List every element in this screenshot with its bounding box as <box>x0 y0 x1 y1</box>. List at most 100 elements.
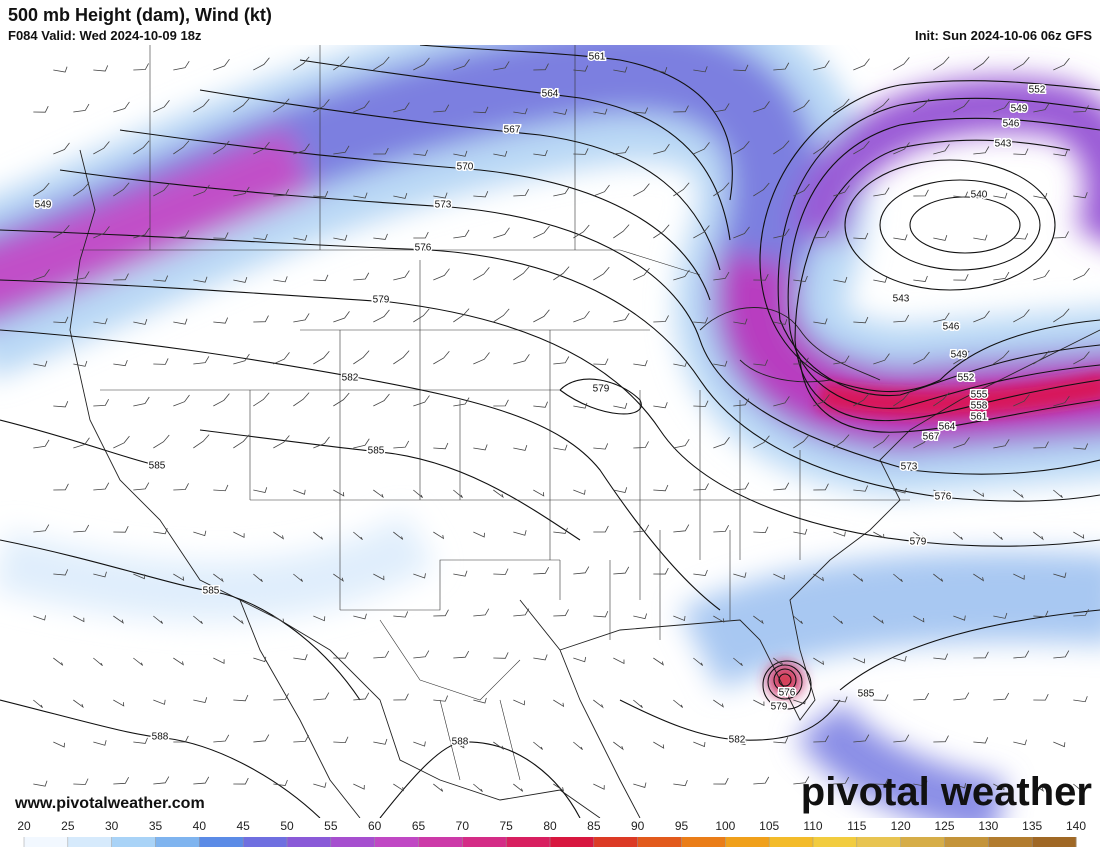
wind-barb <box>433 104 450 113</box>
wind-barb <box>1033 192 1048 199</box>
colorbar-segment <box>681 837 726 847</box>
wind-barb <box>713 182 730 197</box>
wind-barb <box>333 573 344 582</box>
wind-barb <box>553 783 564 792</box>
colorbar-tick-label: 135 <box>1022 819 1042 833</box>
wind-barb <box>453 308 470 323</box>
wind-barb <box>833 276 848 283</box>
wind-barb <box>273 693 289 701</box>
wind-barb <box>453 59 470 71</box>
wind-barb <box>373 56 390 71</box>
wind-barb <box>353 613 367 620</box>
wind-barb <box>133 737 148 744</box>
wind-barb <box>893 734 910 743</box>
colorbar-tick-label: 65 <box>412 819 426 833</box>
wind-barb <box>773 482 790 491</box>
wind-barb <box>873 353 890 365</box>
wind-barb <box>653 402 668 409</box>
wind-barb <box>733 657 743 667</box>
wind-barb <box>773 396 790 407</box>
wind-barb <box>73 360 88 367</box>
wind-barb <box>673 524 690 533</box>
wind-barb <box>393 783 404 792</box>
wind-barb <box>973 737 989 744</box>
wind-barb <box>53 569 69 576</box>
wind-barb <box>593 184 610 197</box>
wind-barb <box>773 737 789 744</box>
wind-barb <box>873 98 890 113</box>
wind-barb <box>693 317 709 324</box>
wind-barb <box>33 524 50 533</box>
colorbar-segment <box>462 837 507 847</box>
wind-barb <box>193 776 210 785</box>
wind-barb <box>173 573 185 581</box>
wind-barb <box>473 191 489 198</box>
wind-barb <box>1013 739 1027 746</box>
wind-barb <box>893 655 907 662</box>
contour-label: 549 <box>951 350 968 361</box>
wind-barb <box>133 318 148 325</box>
colorbar-segment <box>506 837 551 847</box>
wind-barb <box>773 318 788 325</box>
wind-barb <box>393 102 410 113</box>
wind-barb <box>693 142 710 155</box>
colorbar-tick-label: 80 <box>543 819 557 833</box>
wind-barb <box>513 188 529 197</box>
contour-label: 585 <box>203 586 220 597</box>
wind-barb <box>353 100 370 113</box>
wind-barb <box>453 397 470 407</box>
colorbar-tick-label: 95 <box>675 819 689 833</box>
wind-barb <box>853 657 866 664</box>
wind-barb <box>193 697 208 703</box>
wind-barb <box>433 695 449 702</box>
wind-barb <box>653 741 665 749</box>
wind-barb <box>33 269 50 281</box>
wind-barb <box>113 699 125 707</box>
colorbar-tick-label: 100 <box>715 819 735 833</box>
wind-barb <box>853 573 864 582</box>
wind-barb <box>313 274 329 282</box>
colorbar-tick-label: 115 <box>847 819 866 833</box>
wind-barb <box>333 145 350 155</box>
wind-barb <box>873 531 885 539</box>
title: 500 mb Height (dam), Wind (kt) <box>8 5 272 25</box>
wind-barb <box>173 394 190 407</box>
wind-barb <box>73 271 90 281</box>
wind-barb <box>573 402 588 409</box>
wind-barb <box>313 782 327 788</box>
wind-barb <box>553 266 570 281</box>
wind-barb <box>753 776 770 785</box>
wind-barb <box>813 230 830 239</box>
wind-barb <box>473 267 490 281</box>
wind-barb <box>113 182 130 197</box>
wind-barb <box>673 615 686 622</box>
wind-barb <box>993 100 1010 113</box>
wind-barb <box>273 276 288 283</box>
wind-barb <box>733 64 749 72</box>
wind-barb <box>813 318 828 325</box>
wind-barb <box>953 350 970 365</box>
wind-barb <box>953 531 963 540</box>
wind-barb <box>993 350 1010 365</box>
wind-barb <box>533 489 545 497</box>
wind-barb <box>153 615 163 624</box>
wind-barb <box>433 609 449 617</box>
wind-barb <box>553 699 565 708</box>
contour-label: 588 <box>452 737 469 748</box>
wind-barb <box>793 698 807 705</box>
wind-barb <box>73 437 90 449</box>
wind-barb <box>193 98 210 113</box>
wind-barb <box>373 233 388 240</box>
wind-barb <box>853 141 870 155</box>
wind-barb <box>393 350 410 365</box>
contour-label: 567 <box>504 125 521 136</box>
wind-barb <box>193 356 210 365</box>
contour-label: 543 <box>893 294 910 305</box>
contour-label: 585 <box>368 446 385 457</box>
wind-barb <box>713 436 730 449</box>
wind-barb <box>1013 233 1029 240</box>
wind-barb <box>513 108 528 115</box>
wind-barb <box>933 234 948 241</box>
wind-barb <box>493 568 509 575</box>
wind-barb <box>93 65 109 72</box>
